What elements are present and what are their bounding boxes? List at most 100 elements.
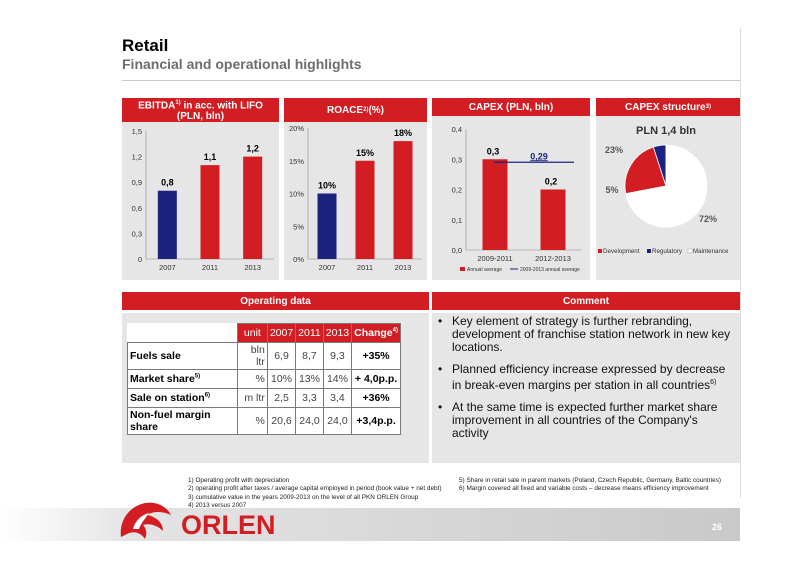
comment-panel: Key element of strategy is further rebra… (432, 313, 740, 463)
bar (243, 156, 263, 259)
row-2007: 10% (266, 369, 297, 389)
row-2007: 2,5 (266, 388, 297, 408)
y-tick-label: 0% (293, 255, 304, 264)
right-divider (740, 28, 741, 498)
table-header-2011: 2011 (295, 323, 324, 343)
row-2011: 13% (295, 369, 324, 389)
pie-legend-swatch (647, 249, 651, 253)
row-unit: % (236, 407, 268, 435)
table-header-blank (127, 323, 238, 343)
y-tick-label: 0,4 (452, 125, 462, 134)
row-2013: 24,0 (322, 407, 353, 435)
bar-value-label: 0,2 (545, 177, 558, 187)
bar-value-label: 10% (318, 181, 336, 191)
bar (200, 165, 220, 259)
row-label: Sale on station6) (127, 388, 238, 408)
footnotes-right: 5) Share in retail sale in parent market… (459, 477, 722, 493)
footnotes-left: 1) Operating profit with depreciation 2)… (188, 477, 442, 509)
row-unit: % (236, 369, 268, 389)
row-2013: 3,4 (322, 388, 353, 408)
x-tick-label: 2013 (244, 263, 261, 272)
roace-bar-chart: 0% 5% 10% 15% 20% 10% 2007 15% 2011 18% 2013 (289, 124, 422, 272)
orlen-logo-text: ORLEN (181, 510, 276, 540)
x-tick-label: 2011 (202, 263, 218, 272)
x-tick-label: 2007 (319, 263, 336, 272)
pie-value-label: 23% (605, 145, 623, 155)
bar (355, 160, 375, 259)
y-tick-label: 0,0 (452, 246, 462, 255)
row-2007: 6,9 (266, 342, 297, 370)
bar (540, 189, 566, 250)
ebitda-bar-chart: 0 0,3 0,6 0,9 1,2 1,5 0,8 2007 1,1 2011 1,2 2013 (132, 127, 274, 272)
pie-slice (624, 146, 667, 195)
row-unit: bln ltr (236, 342, 268, 370)
comment-item: Planned efficiency increase expressed by… (438, 363, 734, 392)
capex-structure-panel-header: CAPEX structure 3) (596, 98, 740, 116)
y-tick-label: 1,2 (132, 153, 142, 162)
x-tick-label: 2007 (159, 263, 176, 272)
y-tick-label: 0,6 (132, 204, 142, 213)
y-tick-label: 0,3 (132, 229, 142, 238)
roace-panel-header: ROACE 2) (%) (284, 98, 427, 122)
bar-value-label: 15% (356, 148, 374, 158)
pie-legend-swatch (598, 249, 602, 253)
table-header-2007: 2007 (266, 323, 297, 343)
y-tick-label: 5% (293, 222, 304, 231)
row-label: Fuels sale (127, 342, 238, 370)
comment-item: At the same time is expected further mar… (438, 401, 734, 440)
page-subtitle: Financial and operational highlights (122, 56, 362, 72)
x-tick-label: 2013 (395, 263, 412, 272)
pie-legend-label: Maintenance (693, 248, 729, 255)
x-tick-label: 2012-2013 (535, 254, 571, 263)
y-tick-label: 15% (289, 157, 304, 166)
reference-line-label: 0,29 (530, 151, 548, 161)
pie-value-label: 5% (605, 185, 618, 195)
row-change: +3,4p.p. (351, 407, 401, 435)
page-title: Retail (122, 36, 169, 55)
pie-value-label: 72% (699, 214, 717, 224)
title-divider (122, 80, 740, 81)
table-row: Market share5) % 10% 13% 14% + 4,0p.p. (127, 369, 401, 389)
row-2011: 24,0 (295, 407, 324, 435)
operating-data-header: Operating data (122, 292, 429, 310)
y-tick-label: 0,1 (452, 216, 462, 225)
capex-bar-chart: 0,0 0,1 0,2 0,3 0,4 0,3 2009-2011 0,2 2012-2013 0… (452, 125, 582, 273)
orlen-eagle-icon (120, 502, 171, 539)
pie-slice (625, 144, 708, 228)
bar-value-label: 1,2 (246, 144, 259, 154)
pie-legend-swatch (687, 248, 693, 254)
bar-value-label: 0,8 (161, 178, 174, 188)
pie-legend-label: Regulatory (652, 248, 683, 255)
row-unit: m ltr (236, 388, 268, 408)
legend-label: 2009-2013 annual average (520, 267, 580, 273)
row-2013: 14% (322, 369, 353, 389)
page-number: 26 (712, 522, 723, 532)
y-tick-label: 0,9 (132, 178, 142, 187)
y-tick-label: 1,5 (132, 127, 142, 136)
bar-value-label: 18% (394, 128, 412, 138)
row-change: + 4,0p.p. (351, 369, 401, 389)
table-header-change: Change4) (351, 323, 401, 343)
table-header-unit: unit (236, 323, 268, 343)
row-2007: 20,6 (266, 407, 297, 435)
bar (317, 193, 337, 259)
pie-legend-label: Development (603, 248, 640, 255)
row-label: Non-fuel margin share (127, 407, 238, 435)
row-change: +35% (351, 342, 401, 370)
bar-value-label: 0,3 (487, 146, 500, 156)
x-tick-label: 2009-2011 (477, 254, 512, 263)
bar-value-label: 1,1 (204, 152, 217, 162)
orlen-logo: ORLEN (120, 502, 276, 540)
y-tick-label: 0 (138, 255, 142, 264)
row-2013: 9,3 (322, 342, 353, 370)
y-tick-label: 20% (289, 124, 304, 133)
legend-swatch-bar (460, 267, 465, 271)
table-header-row: unit 2007 2011 2013 Change4) (127, 323, 401, 343)
table-header-2013: 2013 (322, 323, 353, 343)
comment-list: Key element of strategy is further rebra… (438, 315, 734, 449)
ebitda-panel-header: EBITDA1) in acc. with LIFO (PLN, bln) (122, 98, 279, 122)
y-tick-label: 10% (289, 190, 304, 199)
capex-structure-pie-chart: PLN 1,4 bln 23% 5% 72% Development Regulatory… (598, 125, 729, 255)
table-row: Sale on station6) m ltr 2,5 3,3 3,4 +36% (127, 388, 401, 408)
capex-panel-header: CAPEX (PLN, bln) (432, 98, 590, 116)
